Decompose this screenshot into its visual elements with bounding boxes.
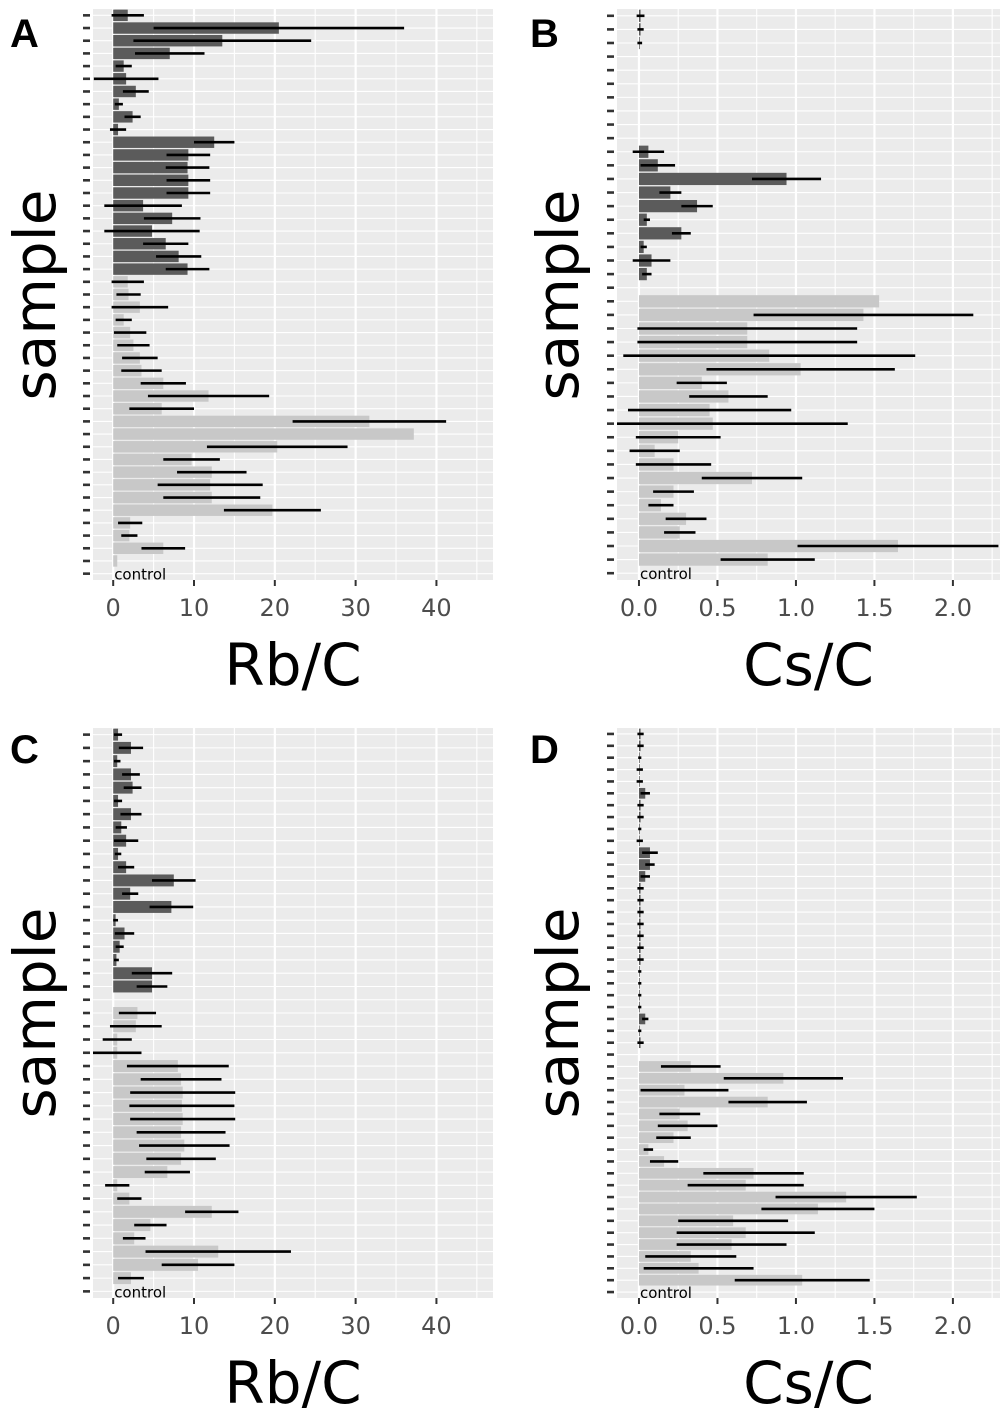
bar-dark (113, 111, 133, 123)
panel-letter: D (530, 728, 559, 772)
x-tick-label: 0.0 (620, 1312, 658, 1340)
x-tick-label: 30 (340, 594, 371, 622)
bar-dark (638, 227, 682, 240)
bar-light (638, 1167, 754, 1179)
panel-background (617, 9, 1000, 580)
x-axis-title: Rb/C (224, 631, 361, 699)
x-tick-label: 20 (260, 594, 291, 622)
x-tick-label: 10 (179, 1312, 210, 1340)
y-axis-title: sample (524, 908, 592, 1119)
x-tick-label: 0 (106, 1312, 121, 1340)
x-tick-label: 10 (179, 594, 210, 622)
bar-dark (113, 238, 166, 250)
bar-light (113, 491, 212, 504)
x-axis-title: Rb/C (224, 1349, 361, 1408)
panel-b: control 0.0 0.5 1.0 1.5 2.0 Cs/C sample B (524, 9, 1000, 699)
x-tick-label: 2.0 (934, 594, 972, 622)
bar-light (638, 1203, 818, 1215)
bar-light (113, 441, 278, 453)
bar-light (638, 539, 898, 553)
bar-dark (113, 212, 173, 225)
x-tick-label: 30 (340, 1312, 371, 1340)
bar-light (638, 390, 729, 403)
panel-d: control 0.0 0.5 1.0 1.5 2.0 Cs/C sample D (524, 728, 1000, 1408)
x-tick-label: 1.5 (855, 1312, 893, 1340)
bar-light (638, 1108, 680, 1120)
bar-light (113, 1258, 199, 1271)
bar-light (113, 466, 212, 478)
x-tick-label: 0 (106, 594, 121, 622)
bar-dark (638, 200, 698, 213)
x-tick-label: 20 (260, 1312, 291, 1340)
panel-a: control 0 10 20 30 40 Rb/C sample A (1, 9, 493, 699)
bar-light (113, 428, 414, 440)
bar-light (638, 553, 768, 566)
x-tick-label: 1.0 (777, 1312, 815, 1340)
bar-light (638, 526, 680, 539)
y-axis-title: sample (524, 190, 592, 401)
control-label: control (640, 565, 692, 583)
bar-dark (113, 250, 179, 263)
control-label: control (114, 1283, 166, 1301)
x-tick-label: 40 (421, 594, 452, 622)
bar-dark (113, 174, 189, 187)
x-axis-title: Cs/C (743, 1349, 874, 1408)
bar-dark (113, 187, 189, 199)
panel-c: control 0 10 20 30 40 Rb/C sample C (1, 728, 493, 1408)
x-tick-label: 1.5 (855, 594, 893, 622)
panel-letter: C (10, 728, 39, 772)
bar-dark (113, 980, 152, 993)
x-tick-label: 40 (421, 1312, 452, 1340)
bar-light (638, 1191, 847, 1203)
y-axis-title: sample (1, 190, 69, 401)
x-tick-label: 0.0 (620, 594, 658, 622)
bar-light (113, 1219, 151, 1232)
bar-light (113, 555, 118, 567)
bar-light (638, 308, 864, 322)
bar-dark (113, 887, 131, 900)
bar-light (638, 1274, 803, 1286)
panel-letter: A (10, 12, 39, 56)
bar-light (638, 1072, 784, 1084)
bar-light (638, 376, 702, 389)
bar-dark (113, 874, 174, 887)
bar-dark (638, 172, 787, 186)
bar-light (638, 512, 687, 525)
bar-dark (113, 900, 172, 913)
control-label: control (640, 1284, 692, 1302)
bar-dark (113, 781, 133, 794)
control-label: control (114, 566, 166, 584)
bar-light (113, 542, 164, 554)
bar-light (638, 471, 752, 485)
bar-light (113, 504, 273, 516)
x-tick-label: 0.5 (698, 1312, 736, 1340)
bar-dark (638, 859, 650, 870)
bar-dark (113, 149, 189, 161)
bar-light (113, 1166, 168, 1179)
x-tick-label: 1.0 (777, 594, 815, 622)
x-axis-title: Cs/C (743, 631, 874, 699)
bar-light (638, 295, 880, 308)
bar-light (113, 377, 164, 390)
panel-background (617, 728, 1000, 1298)
bar-light (113, 453, 192, 466)
bar-dark (638, 213, 647, 226)
bar-dark (113, 136, 215, 148)
x-tick-label: 2.0 (934, 1312, 972, 1340)
bar-light (113, 415, 370, 428)
bar-dark (638, 186, 671, 199)
panel-letter: B (530, 12, 559, 56)
bar-light (113, 1205, 212, 1218)
x-tick-label: 0.5 (698, 594, 736, 622)
bar-dark (113, 263, 188, 275)
bar-dark (113, 161, 188, 174)
bar-light (638, 1096, 768, 1108)
y-axis-title: sample (1, 908, 69, 1119)
bar-light (113, 529, 130, 542)
